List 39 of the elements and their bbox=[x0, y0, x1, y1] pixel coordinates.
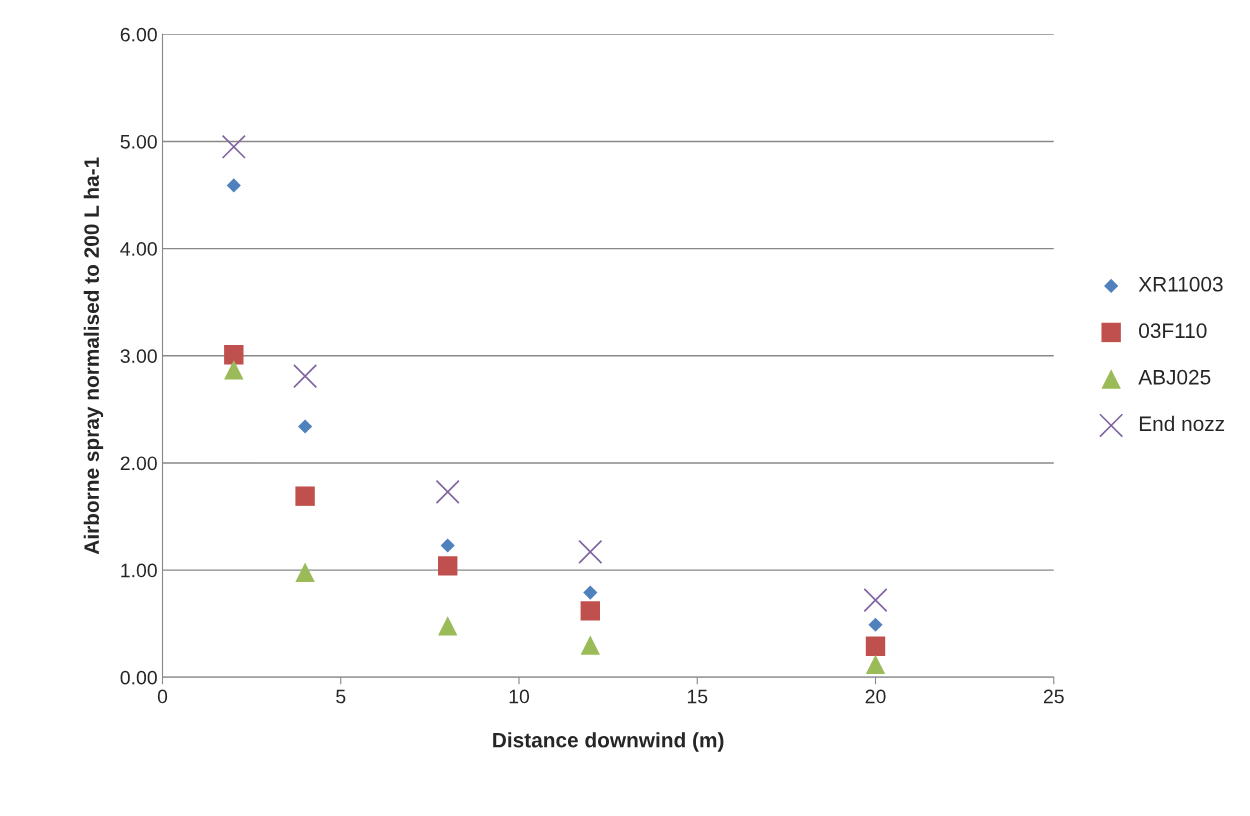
x-tick-label: 10 bbox=[509, 689, 530, 704]
point bbox=[440, 538, 455, 553]
point bbox=[221, 134, 246, 159]
legend-label: ABJ025 bbox=[1138, 369, 1211, 385]
x-tick-label: 5 bbox=[336, 689, 346, 704]
point bbox=[863, 588, 888, 613]
legend-label: 03F110 bbox=[1139, 323, 1207, 339]
y-tick-label: 2.00 bbox=[120, 456, 157, 471]
x-tick-label: 25 bbox=[1043, 689, 1064, 704]
point bbox=[435, 479, 460, 504]
point bbox=[295, 562, 315, 582]
legend-label: End nozz bbox=[1139, 415, 1225, 432]
x-tick-label: 20 bbox=[865, 689, 886, 704]
point bbox=[224, 345, 244, 365]
point bbox=[224, 360, 244, 380]
point bbox=[583, 585, 598, 600]
point bbox=[865, 636, 886, 656]
y-tick-label: 1.00 bbox=[121, 563, 157, 578]
y-tick-label: 0.00 bbox=[120, 670, 157, 685]
point bbox=[868, 617, 883, 632]
point bbox=[578, 539, 603, 564]
point bbox=[298, 419, 313, 434]
y-tick-label: 5.00 bbox=[120, 134, 157, 149]
point bbox=[293, 364, 318, 389]
point bbox=[226, 178, 241, 193]
point bbox=[580, 635, 600, 655]
x-axis-title: Distance downwind (m) bbox=[493, 732, 724, 752]
x-tick-label: 15 bbox=[687, 689, 708, 704]
y-tick-label: 6.00 bbox=[120, 27, 157, 42]
point bbox=[438, 616, 458, 636]
point bbox=[580, 601, 600, 621]
point bbox=[295, 486, 315, 506]
point bbox=[438, 556, 458, 576]
y-axis-title: Airborne spray normalised to 200 L ha-1 bbox=[83, 157, 104, 555]
legend-label: XR11003 bbox=[1138, 276, 1223, 292]
y-tick-label: 4.00 bbox=[120, 242, 157, 256]
point bbox=[865, 654, 886, 675]
x-tick-label: 0 bbox=[157, 689, 168, 704]
y-tick-label: 3.00 bbox=[120, 349, 157, 364]
